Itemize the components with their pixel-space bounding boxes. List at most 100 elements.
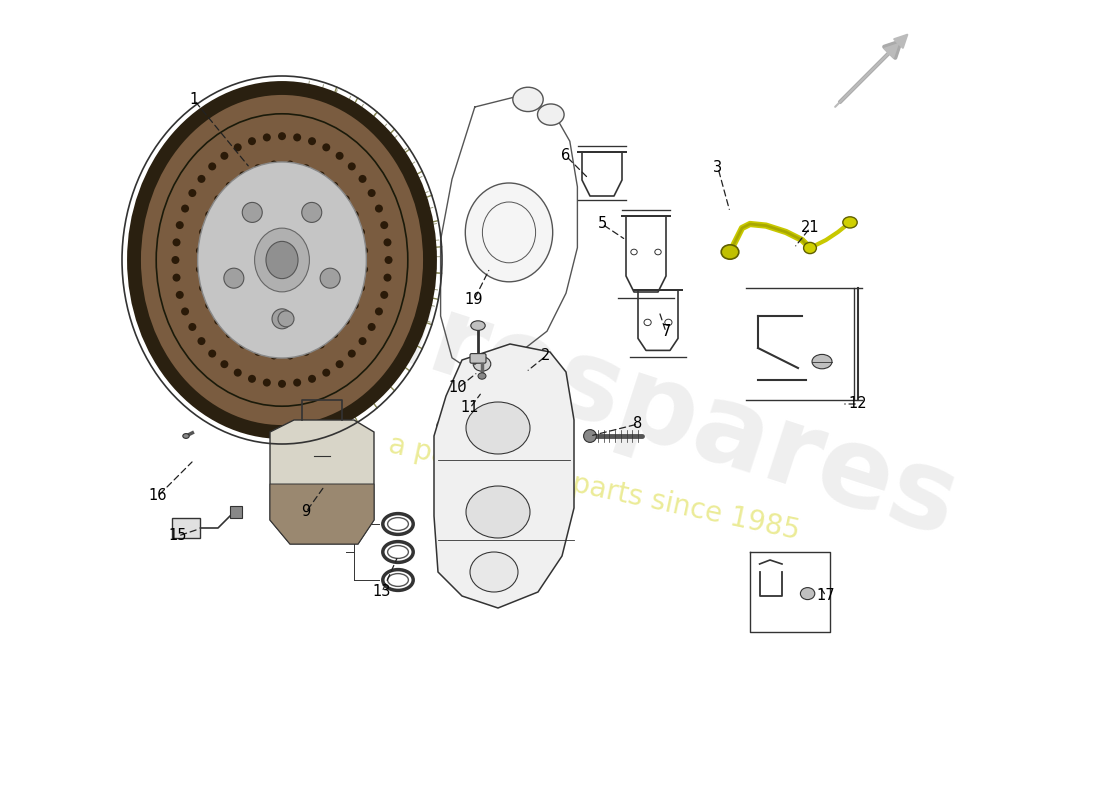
Ellipse shape xyxy=(242,202,262,222)
Ellipse shape xyxy=(352,302,359,309)
Ellipse shape xyxy=(471,321,485,330)
Ellipse shape xyxy=(381,291,388,299)
Ellipse shape xyxy=(208,350,217,358)
Ellipse shape xyxy=(176,291,184,299)
Ellipse shape xyxy=(722,245,739,259)
Ellipse shape xyxy=(182,205,189,213)
Ellipse shape xyxy=(473,357,491,371)
Ellipse shape xyxy=(271,161,277,168)
Ellipse shape xyxy=(375,205,383,213)
Polygon shape xyxy=(270,420,374,544)
Ellipse shape xyxy=(804,242,816,254)
Ellipse shape xyxy=(513,87,543,111)
Text: 10: 10 xyxy=(449,381,468,395)
Ellipse shape xyxy=(240,171,246,178)
Ellipse shape xyxy=(342,318,350,325)
Ellipse shape xyxy=(584,430,596,442)
Ellipse shape xyxy=(358,284,365,291)
Ellipse shape xyxy=(384,238,392,246)
Ellipse shape xyxy=(263,134,271,142)
Ellipse shape xyxy=(348,350,355,358)
Ellipse shape xyxy=(342,195,350,202)
Text: 8: 8 xyxy=(634,417,642,431)
FancyBboxPatch shape xyxy=(230,506,242,518)
Text: a passion for parts since 1985: a passion for parts since 1985 xyxy=(386,430,802,546)
Ellipse shape xyxy=(286,161,294,168)
Ellipse shape xyxy=(182,307,189,315)
Ellipse shape xyxy=(199,284,207,291)
Ellipse shape xyxy=(352,211,359,218)
Ellipse shape xyxy=(367,189,375,197)
Text: 6: 6 xyxy=(561,149,571,163)
Ellipse shape xyxy=(214,318,221,325)
Ellipse shape xyxy=(381,221,388,229)
Ellipse shape xyxy=(224,268,244,288)
Ellipse shape xyxy=(336,360,343,368)
Ellipse shape xyxy=(470,552,518,592)
Ellipse shape xyxy=(278,311,294,327)
Ellipse shape xyxy=(318,342,324,349)
Ellipse shape xyxy=(134,88,430,432)
Ellipse shape xyxy=(361,266,368,273)
Polygon shape xyxy=(434,344,574,608)
Ellipse shape xyxy=(308,375,316,383)
Ellipse shape xyxy=(176,221,184,229)
Ellipse shape xyxy=(318,171,324,178)
Ellipse shape xyxy=(196,247,204,254)
Text: 7: 7 xyxy=(661,325,671,339)
Ellipse shape xyxy=(320,268,340,288)
Ellipse shape xyxy=(465,183,552,282)
Ellipse shape xyxy=(331,331,338,338)
Text: 15: 15 xyxy=(168,529,187,543)
Text: 9: 9 xyxy=(301,505,310,519)
Ellipse shape xyxy=(198,162,366,358)
Ellipse shape xyxy=(278,380,286,388)
FancyBboxPatch shape xyxy=(172,518,200,538)
Ellipse shape xyxy=(266,242,298,278)
Ellipse shape xyxy=(348,162,355,170)
Text: eurospares: eurospares xyxy=(270,241,971,559)
Ellipse shape xyxy=(437,417,468,436)
Ellipse shape xyxy=(173,274,180,282)
Ellipse shape xyxy=(336,152,343,160)
Ellipse shape xyxy=(254,349,262,356)
Ellipse shape xyxy=(322,369,330,377)
Ellipse shape xyxy=(294,378,301,386)
Ellipse shape xyxy=(254,228,309,292)
Text: 2: 2 xyxy=(541,349,551,363)
Ellipse shape xyxy=(220,152,229,160)
Ellipse shape xyxy=(367,323,375,331)
Ellipse shape xyxy=(263,378,271,386)
Ellipse shape xyxy=(466,486,530,538)
Ellipse shape xyxy=(226,331,233,338)
Ellipse shape xyxy=(240,342,246,349)
Ellipse shape xyxy=(294,134,301,142)
Ellipse shape xyxy=(302,164,310,171)
Ellipse shape xyxy=(385,256,393,264)
Text: 1: 1 xyxy=(189,93,199,107)
Ellipse shape xyxy=(206,302,212,309)
Ellipse shape xyxy=(359,175,366,183)
Text: 12: 12 xyxy=(849,397,867,411)
Ellipse shape xyxy=(226,182,233,189)
Ellipse shape xyxy=(272,309,292,329)
FancyBboxPatch shape xyxy=(470,354,486,363)
Ellipse shape xyxy=(199,229,207,236)
Text: 19: 19 xyxy=(464,293,483,307)
Ellipse shape xyxy=(188,323,197,331)
Ellipse shape xyxy=(206,211,212,218)
Ellipse shape xyxy=(478,373,486,379)
Ellipse shape xyxy=(278,132,286,140)
Ellipse shape xyxy=(302,349,310,356)
Ellipse shape xyxy=(233,369,242,377)
Ellipse shape xyxy=(214,195,221,202)
Ellipse shape xyxy=(248,375,256,383)
Ellipse shape xyxy=(843,217,857,228)
Ellipse shape xyxy=(331,182,338,189)
Text: 5: 5 xyxy=(597,217,606,231)
Ellipse shape xyxy=(358,229,365,236)
Polygon shape xyxy=(270,484,374,544)
Ellipse shape xyxy=(188,189,197,197)
Ellipse shape xyxy=(233,143,242,151)
Ellipse shape xyxy=(208,162,217,170)
